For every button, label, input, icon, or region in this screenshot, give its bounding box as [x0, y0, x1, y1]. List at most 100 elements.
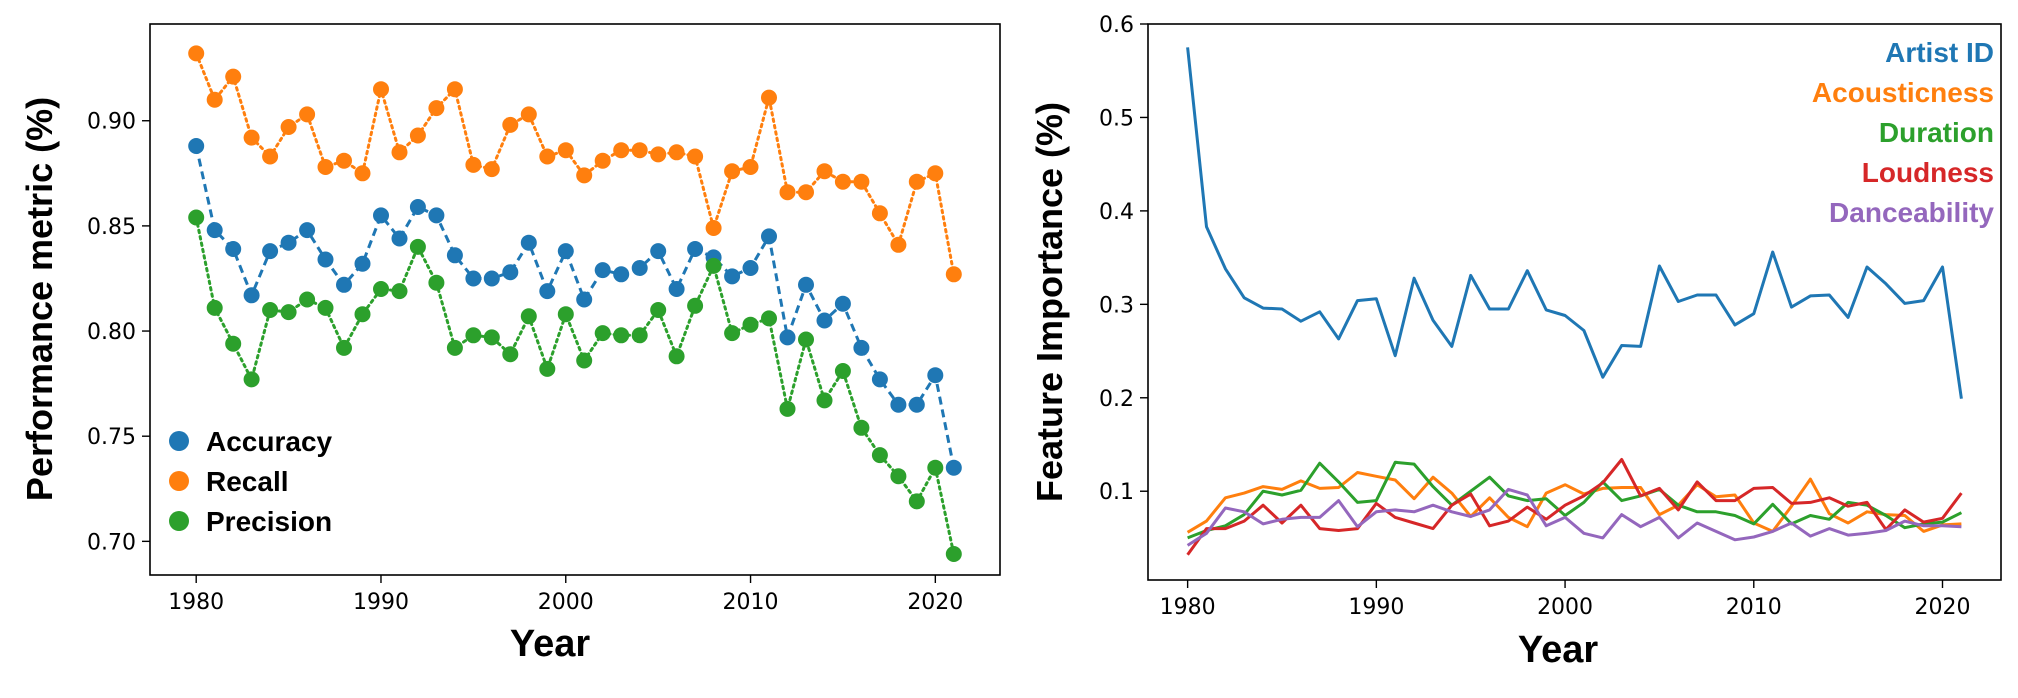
- left-recall-point: [280, 119, 297, 135]
- left-accuracy-point: [317, 251, 334, 268]
- left-precision-point: [761, 310, 777, 327]
- left-recall-point: [724, 163, 741, 180]
- left-recall-point: [668, 144, 685, 161]
- left-legend-recall-label: Recall: [206, 466, 289, 497]
- left-precision-point: [798, 331, 814, 348]
- right-legend-artist-id-label: Artist ID: [1885, 37, 1994, 68]
- left-accuracy-point: [668, 281, 685, 297]
- left-legend-recall-marker: [169, 471, 189, 491]
- left-x-tick-label: 1990: [353, 590, 409, 615]
- left-recall-point: [576, 167, 593, 184]
- right-legend-acousticness-label: Acousticness: [1812, 77, 1994, 108]
- left-accuracy-point: [761, 228, 777, 245]
- left-accuracy-point: [243, 287, 260, 304]
- right-y-tick-label: 0.1: [1099, 480, 1134, 505]
- right-y-axis-label: Feature Importance (%): [1029, 102, 1070, 502]
- left-y-tick-label: 0.85: [87, 215, 136, 240]
- left-accuracy-point: [871, 371, 888, 388]
- left-recall-point: [539, 148, 556, 165]
- left-precision-point: [299, 291, 316, 308]
- left-accuracy-point: [650, 243, 667, 260]
- left-accuracy-point: [391, 230, 408, 247]
- right-legend-duration-label: Duration: [1879, 117, 1994, 148]
- left-plot-area: [188, 45, 962, 562]
- left-recall-point: [742, 159, 759, 175]
- left-accuracy-point: [945, 459, 962, 476]
- left-precision-point: [890, 468, 907, 485]
- left-precision-point: [742, 316, 759, 333]
- left-recall-point: [908, 173, 925, 190]
- right-x-tick-label: 1990: [1348, 595, 1404, 620]
- left-precision-point: [576, 352, 593, 369]
- right-chart: 1980 1990 2000 2010 2020 0.1 0.2 0.3 0.4 0.5 0.6 Y…: [1029, 13, 2002, 671]
- left-recall-point: [206, 91, 223, 108]
- left-accuracy-point: [631, 260, 648, 276]
- left-accuracy-point: [557, 243, 574, 260]
- left-precision-point: [539, 360, 556, 377]
- right-legend-loudness-label: Loudness: [1862, 157, 1994, 188]
- right-y-tick-label: 0.6: [1099, 13, 1134, 38]
- left-accuracy-point: [742, 260, 759, 276]
- left-precision-point: [945, 546, 962, 562]
- right-x-tick-label: 2010: [1726, 595, 1782, 620]
- left-recall-point: [594, 152, 611, 169]
- left-recall-point: [705, 220, 722, 236]
- left-precision-point: [465, 327, 482, 344]
- left-precision-point: [705, 257, 722, 274]
- left-recall-point: [631, 142, 648, 159]
- left-accuracy-point: [890, 396, 907, 413]
- left-precision-point: [373, 281, 389, 297]
- left-precision-point: [409, 238, 426, 255]
- right-danceability-line: [1186, 487, 1962, 547]
- left-precision-point: [391, 283, 408, 300]
- left-recall-point: [779, 184, 796, 201]
- right-legend: Artist ID Acousticness Duration Loudness Dan…: [1812, 37, 1995, 228]
- left-precision-point: [520, 308, 537, 325]
- right-acousticness-line: [1186, 471, 1962, 534]
- left-recall-point: [354, 165, 371, 182]
- left-x-axis-label: Year: [510, 623, 591, 665]
- left-accuracy-point: [613, 266, 630, 283]
- left-recall-point: [650, 146, 667, 163]
- right-ticks: 1980 1990 2000 2010 2020 0.1 0.2 0.3 0.4 0.5 0.6: [1099, 13, 1970, 620]
- left-recall-point: [336, 152, 352, 169]
- left-accuracy-point: [798, 276, 814, 293]
- right-plot-area: [1186, 47, 1963, 556]
- left-recall-point: [446, 81, 463, 98]
- left-accuracy-point: [299, 222, 316, 239]
- left-recall-point: [687, 148, 704, 165]
- left-recall-point: [225, 68, 242, 85]
- left-accuracy-point: [687, 241, 704, 257]
- left-accuracy-point: [336, 276, 352, 293]
- left-y-tick-label: 0.80: [87, 320, 136, 345]
- left-precision-point: [834, 363, 851, 379]
- left-y-axis-label: Performance metric (%): [19, 97, 60, 501]
- left-recall-point: [502, 116, 519, 133]
- left-accuracy-point: [594, 262, 611, 279]
- left-recall-line: [194, 51, 956, 276]
- right-y-tick-label: 0.3: [1099, 293, 1134, 318]
- left-accuracy-point: [428, 207, 445, 224]
- left-accuracy-point: [908, 396, 925, 413]
- left-precision-point: [779, 400, 796, 417]
- left-precision-point: [668, 348, 685, 365]
- right-y-tick-label: 0.2: [1099, 387, 1134, 412]
- left-precision-point: [243, 371, 260, 388]
- right-x-tick-label: 2000: [1537, 595, 1593, 620]
- left-accuracy-point: [539, 283, 556, 300]
- left-recall-point: [520, 106, 537, 123]
- left-legend: Accuracy Recall Precision: [169, 426, 333, 537]
- left-precision-point: [502, 346, 519, 363]
- left-precision-point: [354, 306, 371, 323]
- left-y-tick-label: 0.70: [87, 530, 136, 555]
- left-accuracy-point: [520, 234, 537, 251]
- right-axes-frame: [1147, 23, 2002, 581]
- left-recall-point: [557, 142, 574, 159]
- left-axes-frame: [149, 23, 1001, 576]
- left-x-tick-label: 2010: [723, 590, 779, 615]
- left-accuracy-point: [779, 329, 796, 346]
- left-precision-point: [927, 459, 944, 476]
- left-precision-point: [428, 274, 445, 291]
- left-accuracy-point: [834, 295, 851, 312]
